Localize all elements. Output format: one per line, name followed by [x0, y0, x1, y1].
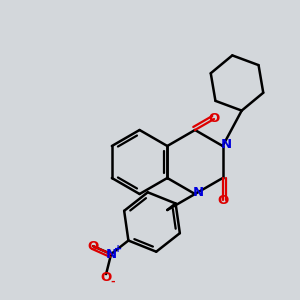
Text: N: N [221, 137, 232, 151]
Text: N: N [192, 185, 204, 199]
Text: O: O [208, 112, 220, 125]
Text: +: + [114, 244, 122, 254]
Text: O: O [88, 240, 99, 253]
Text: O: O [100, 271, 112, 284]
Text: -: - [111, 277, 116, 287]
Text: O: O [217, 194, 228, 206]
Text: N: N [106, 248, 117, 261]
